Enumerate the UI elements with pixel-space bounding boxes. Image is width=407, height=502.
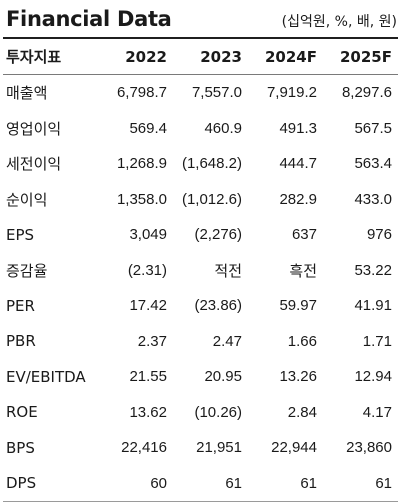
table-cell: 22,416 — [121, 439, 167, 457]
row-label: EV/EBITDA — [6, 367, 86, 386]
top-rule — [3, 37, 398, 39]
row-label: 영업이익 — [6, 119, 62, 138]
financial-table: 투자지표 2022 2023 2024F 2025F 매출액 6,798.7 7… — [3, 39, 398, 502]
table-cell: 22,944 — [271, 439, 317, 457]
table-row: 영업이익 569.4 460.9 491.3 567.5 — [3, 111, 398, 147]
table-cell: 12.94 — [354, 368, 392, 386]
table-cell: (10.26) — [194, 403, 242, 421]
table-row: PBR 2.37 2.47 1.66 1.71 — [3, 324, 398, 360]
table-cell: 491.3 — [279, 119, 317, 137]
table-cell: 1.66 — [287, 332, 317, 350]
table-row: ROE 13.62 (10.26) 2.84 4.17 — [3, 395, 398, 431]
table-cell: 1,358.0 — [116, 190, 167, 208]
table-cell: 433.0 — [354, 190, 392, 208]
table-cell: 59.97 — [279, 297, 317, 315]
table-cell: 7,919.2 — [266, 84, 317, 102]
table-cell: 8,297.6 — [341, 84, 392, 102]
table-cell: 21,951 — [196, 439, 242, 457]
table-cell: 61 — [375, 474, 392, 492]
row-label: EPS — [6, 225, 35, 244]
table-cell: 23,860 — [346, 439, 392, 457]
table-cell: 53.22 — [354, 261, 392, 279]
table-cell: 7,557.0 — [191, 84, 242, 102]
table-cell: 6,798.7 — [116, 84, 167, 102]
row-label: PER — [6, 296, 35, 315]
table-cell: 563.4 — [354, 155, 392, 173]
table-row: 순이익 1,358.0 (1,012.6) 282.9 433.0 — [3, 182, 398, 218]
column-header-2022: 2022 — [125, 47, 167, 66]
table-cell: 637 — [291, 226, 317, 244]
table-cell: 444.7 — [279, 155, 317, 173]
table-row: 세전이익 1,268.9 (1,648.2) 444.7 563.4 — [3, 146, 398, 182]
table-cell: (23.86) — [194, 297, 242, 315]
table-cell: 567.5 — [354, 119, 392, 137]
table-cell: 1.71 — [362, 332, 392, 350]
row-label: BPS — [6, 438, 35, 457]
table-cell: 21.55 — [129, 368, 167, 386]
table-row: EPS 3,049 (2,276) 637 976 — [3, 217, 398, 253]
table-cell: 3,049 — [129, 226, 167, 244]
table-cell: 60 — [150, 474, 167, 492]
table-cell: 282.9 — [279, 190, 317, 208]
table-cell: 13.26 — [279, 368, 317, 386]
table-cell: (2.31) — [127, 261, 167, 279]
row-label: 증감율 — [6, 261, 48, 280]
table-row: 증감율 (2.31) 적전 흑전 53.22 — [3, 253, 398, 289]
table-cell: (1,012.6) — [181, 190, 242, 208]
table-cell: 976 — [366, 226, 392, 244]
table-cell: (2,276) — [194, 226, 242, 244]
table-row: PER 17.42 (23.86) 59.97 41.91 — [3, 288, 398, 324]
row-label: 세전이익 — [6, 155, 62, 174]
table-cell: 2.37 — [137, 332, 167, 350]
column-header-2023: 2023 — [200, 47, 242, 66]
row-label: DPS — [6, 474, 37, 493]
table-cell: 460.9 — [204, 119, 242, 137]
table-row: BPS 22,416 21,951 22,944 23,860 — [3, 430, 398, 466]
table-cell: 2.84 — [287, 403, 317, 421]
table-cell: 적전 — [214, 262, 242, 280]
row-label: PBR — [6, 332, 36, 351]
table-cell: 흑전 — [289, 262, 317, 280]
table-row: DPS 60 61 61 61 — [3, 466, 398, 502]
table-cell: 1,268.9 — [116, 155, 167, 173]
table-cell: 17.42 — [129, 297, 167, 315]
table-cell: (1,648.2) — [181, 155, 242, 173]
table-row: 매출액 6,798.7 7,557.0 7,919.2 8,297.6 — [3, 75, 398, 111]
table-cell: 2.47 — [212, 332, 242, 350]
table-cell: 61 — [300, 474, 317, 492]
header: Financial Data (십억원, %, 배, 원) — [0, 0, 407, 38]
row-label: 매출액 — [6, 84, 48, 103]
table-cell: 41.91 — [354, 297, 392, 315]
column-header-2025f: 2025F — [340, 47, 392, 66]
column-header-metric: 투자지표 — [6, 48, 62, 66]
table-cell: 20.95 — [204, 368, 242, 386]
row-label: ROE — [6, 403, 38, 422]
units-note: (십억원, %, 배, 원) — [281, 14, 397, 30]
page-title: Financial Data — [6, 7, 172, 31]
row-label: 순이익 — [6, 190, 48, 209]
table-cell: 61 — [225, 474, 242, 492]
table-cell: 4.17 — [362, 403, 392, 421]
column-header-2024f: 2024F — [265, 47, 317, 66]
table-cell: 13.62 — [129, 403, 167, 421]
header-row: 투자지표 2022 2023 2024F 2025F — [3, 39, 398, 75]
table-row: EV/EBITDA 21.55 20.95 13.26 12.94 — [3, 359, 398, 395]
table-cell: 569.4 — [129, 119, 167, 137]
